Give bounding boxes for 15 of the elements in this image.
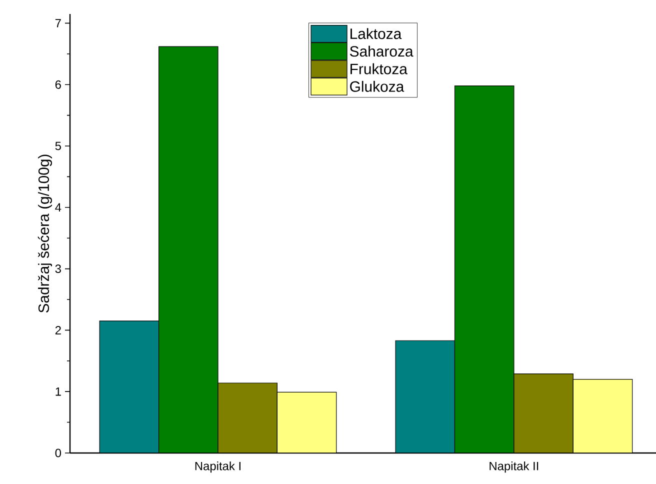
- legend-label: Glukoza: [350, 80, 404, 92]
- y-tick-label: 2: [55, 326, 61, 334]
- y-tick-label: 4: [55, 203, 62, 212]
- y-tick-label: 7: [55, 19, 61, 28]
- y-tick-label: 6: [55, 80, 61, 89]
- y-tick-label: 1: [56, 387, 61, 396]
- x-tick-label: Napitak II: [490, 462, 538, 473]
- y-tick-label: 3: [55, 264, 61, 274]
- legend-label: Laktoza: [350, 28, 402, 40]
- x-tick-label: Napitak I: [195, 462, 240, 473]
- legend-label: Fruktoza: [350, 63, 408, 74]
- y-tick-label: 5: [55, 142, 61, 150]
- y-axis-title: Sadržaj šećera (g/100g): [38, 154, 52, 313]
- y-tick-label: 0: [55, 448, 62, 458]
- legend-label: Saharoza: [350, 46, 414, 57]
